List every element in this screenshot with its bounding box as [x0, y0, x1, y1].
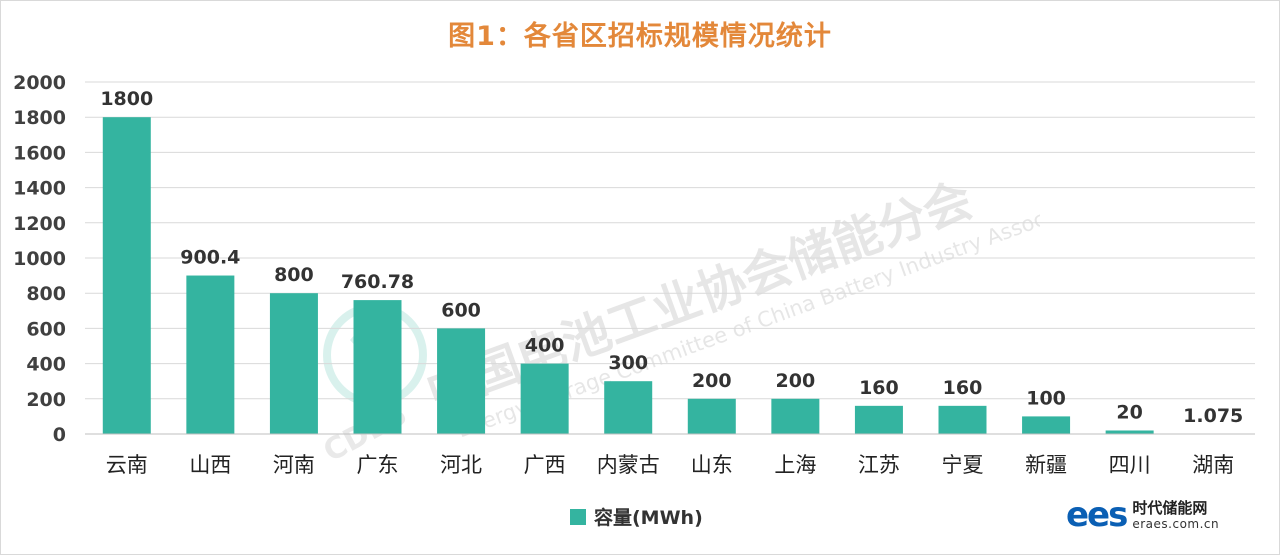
bar [102, 117, 151, 434]
data-label: 20 [1116, 401, 1142, 423]
bar [186, 275, 235, 434]
y-tick-label: 200 [26, 389, 66, 411]
data-label: 800 [274, 264, 314, 286]
bar [1022, 416, 1071, 434]
y-tick-label: 1200 [13, 213, 66, 235]
data-label: 400 [525, 335, 565, 357]
legend-swatch [570, 508, 586, 525]
x-axis-categories: 云南 山西 河南 广东 河北 广西 内蒙古 山东 上海 江苏 宁夏 新疆 四川 湖南 [106, 453, 1234, 477]
data-label: 100 [1026, 387, 1066, 409]
x-category-label: 宁夏 [942, 453, 984, 477]
x-category-label: 河南 [273, 453, 315, 477]
bar [771, 398, 820, 434]
bar [938, 405, 987, 434]
bar [1105, 430, 1154, 434]
x-category-label: 山西 [189, 453, 231, 477]
x-category-label: 河北 [440, 453, 482, 477]
gridlines [85, 81, 1255, 400]
y-tick-label: 2000 [13, 72, 66, 94]
bar [520, 363, 569, 434]
bar [854, 405, 903, 434]
data-label: 1.075 [1183, 405, 1243, 427]
x-category-label: 四川 [1109, 453, 1151, 477]
data-label: 200 [692, 370, 732, 392]
x-category-label: 内蒙古 [597, 453, 660, 477]
data-label: 160 [859, 377, 899, 399]
ees-logo-name: 时代储能网 [1132, 499, 1208, 517]
data-label: 760.78 [341, 271, 414, 293]
data-label: 900.4 [180, 247, 240, 269]
x-category-label: 广西 [524, 453, 566, 477]
y-tick-label: 0 [53, 424, 66, 446]
chart-title: 图1：各省区招标规模情况统计 [448, 21, 832, 52]
x-category-label: 新疆 [1025, 453, 1067, 477]
x-category-label: 湖南 [1192, 453, 1234, 477]
data-label: 160 [943, 377, 983, 399]
bars [102, 117, 1238, 435]
x-category-label: 云南 [106, 453, 148, 477]
y-tick-label: 600 [26, 318, 66, 340]
y-tick-label: 1800 [13, 107, 66, 129]
y-axis-ticks: 0 200 400 600 800 1000 1200 1400 1600 1800 2000 [13, 72, 66, 446]
data-labels: 1800 900.4 800 760.78 600 400 300 200 200 160 160 1… [100, 88, 1243, 427]
x-category-label: 山东 [691, 453, 733, 477]
y-tick-label: 1400 [13, 178, 66, 200]
bar [353, 300, 402, 434]
ees-logo-url: eraes.com.cn [1132, 517, 1220, 531]
x-category-label: 江苏 [858, 453, 900, 477]
x-category-label: 上海 [774, 453, 816, 477]
data-label: 300 [608, 352, 648, 374]
data-label: 1800 [100, 88, 153, 110]
bar [604, 381, 653, 434]
bar [269, 293, 318, 434]
legend-label: 容量(MWh) [594, 507, 703, 529]
y-tick-label: 800 [26, 283, 66, 305]
y-tick-label: 1600 [13, 142, 66, 164]
data-label: 600 [441, 299, 481, 321]
data-label: 200 [776, 370, 816, 392]
y-tick-label: 1000 [13, 248, 66, 270]
bar [687, 398, 736, 434]
bar [437, 328, 486, 434]
y-tick-label: 400 [26, 354, 66, 376]
ees-logo-mark: ees [1066, 495, 1128, 535]
ees-logo: ees 时代储能网 eraes.com.cn [1066, 498, 1219, 532]
x-category-label: 广东 [357, 453, 399, 477]
legend: 容量(MWh) [570, 503, 703, 530]
